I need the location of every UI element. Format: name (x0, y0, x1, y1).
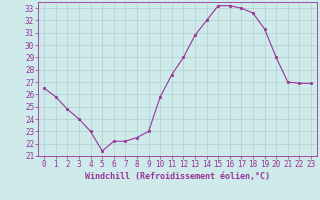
X-axis label: Windchill (Refroidissement éolien,°C): Windchill (Refroidissement éolien,°C) (85, 172, 270, 181)
